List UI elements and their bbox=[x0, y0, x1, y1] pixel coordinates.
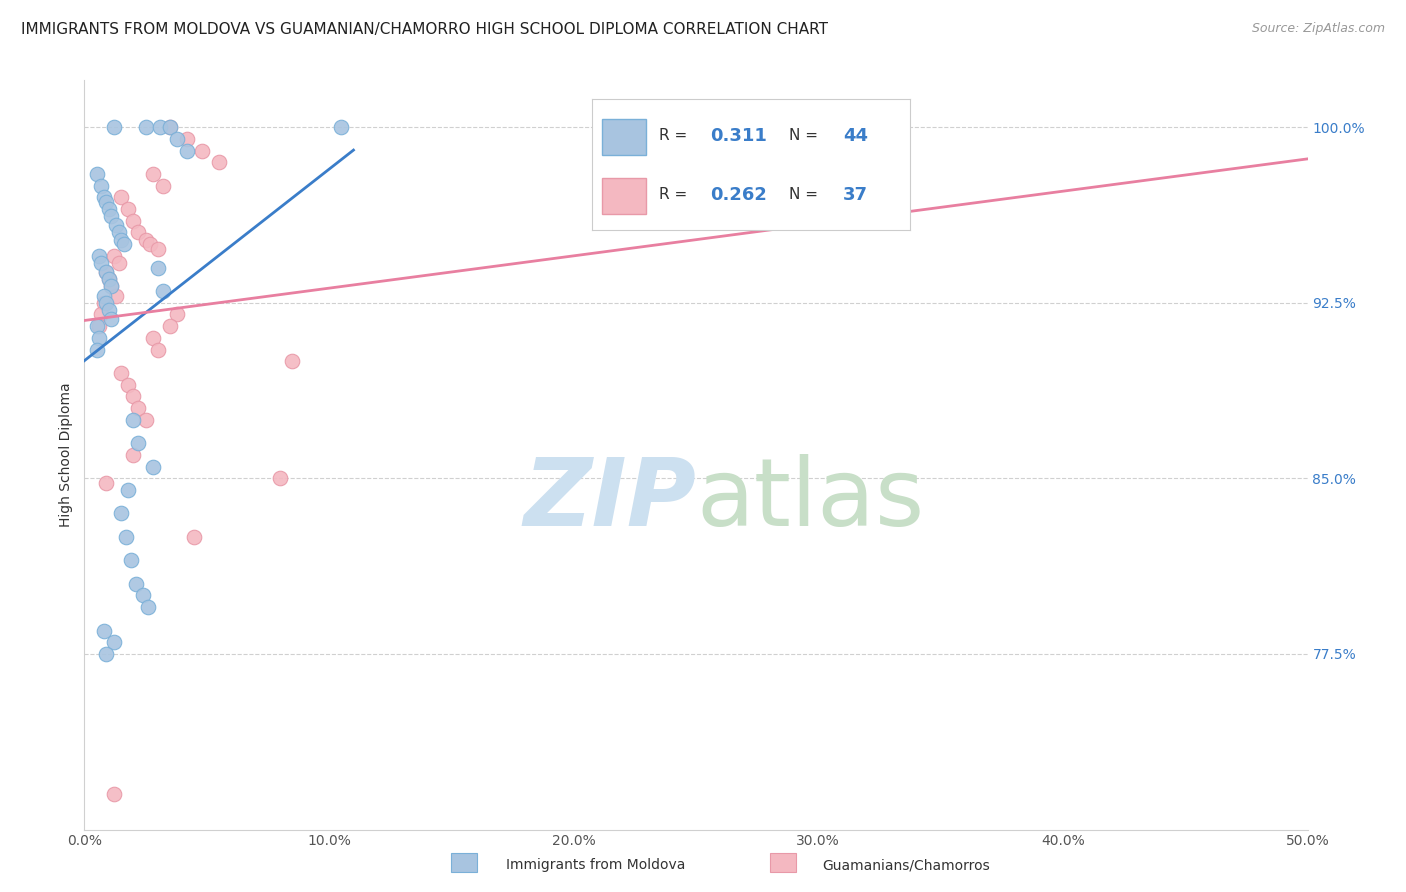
Point bbox=[100, 209, 122, 223]
Point bbox=[107, 226, 129, 240]
Bar bbox=[451, 853, 477, 872]
Point bbox=[112, 237, 135, 252]
Point bbox=[117, 483, 139, 497]
Point bbox=[152, 284, 174, 298]
Point bbox=[159, 319, 181, 334]
Point bbox=[115, 530, 138, 544]
Point bbox=[122, 389, 145, 403]
Point bbox=[120, 553, 142, 567]
Point bbox=[117, 377, 139, 392]
Point bbox=[93, 295, 115, 310]
Point bbox=[117, 202, 139, 216]
Point bbox=[105, 219, 128, 233]
Point bbox=[103, 635, 125, 649]
Point bbox=[107, 256, 129, 270]
Text: Source: ZipAtlas.com: Source: ZipAtlas.com bbox=[1251, 22, 1385, 36]
Text: Guamanians/Chamorros: Guamanians/Chamorros bbox=[823, 858, 990, 872]
Point bbox=[135, 120, 157, 134]
Point bbox=[122, 448, 145, 462]
Point bbox=[135, 413, 157, 427]
Text: Immigrants from Moldova: Immigrants from Moldova bbox=[506, 858, 686, 872]
Point bbox=[87, 331, 110, 345]
Point bbox=[103, 788, 125, 802]
Point bbox=[122, 413, 145, 427]
Point bbox=[146, 260, 169, 275]
Point bbox=[90, 256, 112, 270]
Point bbox=[86, 343, 108, 357]
Point bbox=[191, 144, 214, 158]
Text: IMMIGRANTS FROM MOLDOVA VS GUAMANIAN/CHAMORRO HIGH SCHOOL DIPLOMA CORRELATION CH: IMMIGRANTS FROM MOLDOVA VS GUAMANIAN/CHA… bbox=[21, 22, 828, 37]
Point bbox=[96, 265, 118, 279]
Point bbox=[100, 279, 122, 293]
Point bbox=[90, 307, 112, 321]
Point bbox=[183, 530, 205, 544]
Point bbox=[132, 588, 155, 602]
Point bbox=[166, 132, 188, 146]
Point bbox=[166, 307, 188, 321]
Point bbox=[330, 120, 353, 134]
Point bbox=[159, 120, 181, 134]
Point bbox=[127, 436, 149, 450]
Point bbox=[142, 459, 165, 474]
Point bbox=[87, 249, 110, 263]
Point bbox=[97, 272, 120, 286]
Point bbox=[105, 288, 128, 302]
Point bbox=[97, 302, 120, 317]
Point bbox=[110, 190, 132, 204]
Point bbox=[86, 319, 108, 334]
Point bbox=[146, 242, 169, 256]
Point bbox=[96, 647, 118, 661]
Point bbox=[142, 167, 165, 181]
Text: atlas: atlas bbox=[696, 454, 924, 546]
Point bbox=[269, 471, 291, 485]
Bar bbox=[770, 853, 796, 872]
Point bbox=[281, 354, 304, 368]
Point bbox=[87, 319, 110, 334]
Point bbox=[100, 279, 122, 293]
Point bbox=[93, 624, 115, 638]
Point bbox=[176, 144, 198, 158]
Point bbox=[93, 288, 115, 302]
Point bbox=[159, 120, 181, 134]
Point bbox=[93, 190, 115, 204]
Point bbox=[96, 265, 118, 279]
Point bbox=[90, 178, 112, 193]
Point bbox=[122, 213, 145, 227]
Point bbox=[96, 476, 118, 491]
Text: ZIP: ZIP bbox=[523, 454, 696, 546]
Point bbox=[110, 232, 132, 246]
Point bbox=[208, 155, 231, 169]
Point bbox=[97, 202, 120, 216]
Point bbox=[96, 295, 118, 310]
Point bbox=[152, 178, 174, 193]
Point bbox=[139, 237, 162, 252]
Point bbox=[86, 167, 108, 181]
Y-axis label: High School Diploma: High School Diploma bbox=[59, 383, 73, 527]
Point bbox=[110, 366, 132, 380]
Point bbox=[103, 120, 125, 134]
Point bbox=[96, 195, 118, 210]
Point bbox=[149, 120, 172, 134]
Point bbox=[103, 249, 125, 263]
Point bbox=[100, 312, 122, 326]
Point bbox=[136, 600, 159, 615]
Point bbox=[127, 226, 149, 240]
Point bbox=[135, 232, 157, 246]
Point bbox=[127, 401, 149, 415]
Point bbox=[97, 272, 120, 286]
Point bbox=[142, 331, 165, 345]
Point bbox=[176, 132, 198, 146]
Point bbox=[146, 343, 169, 357]
Point bbox=[110, 507, 132, 521]
Point bbox=[125, 576, 148, 591]
